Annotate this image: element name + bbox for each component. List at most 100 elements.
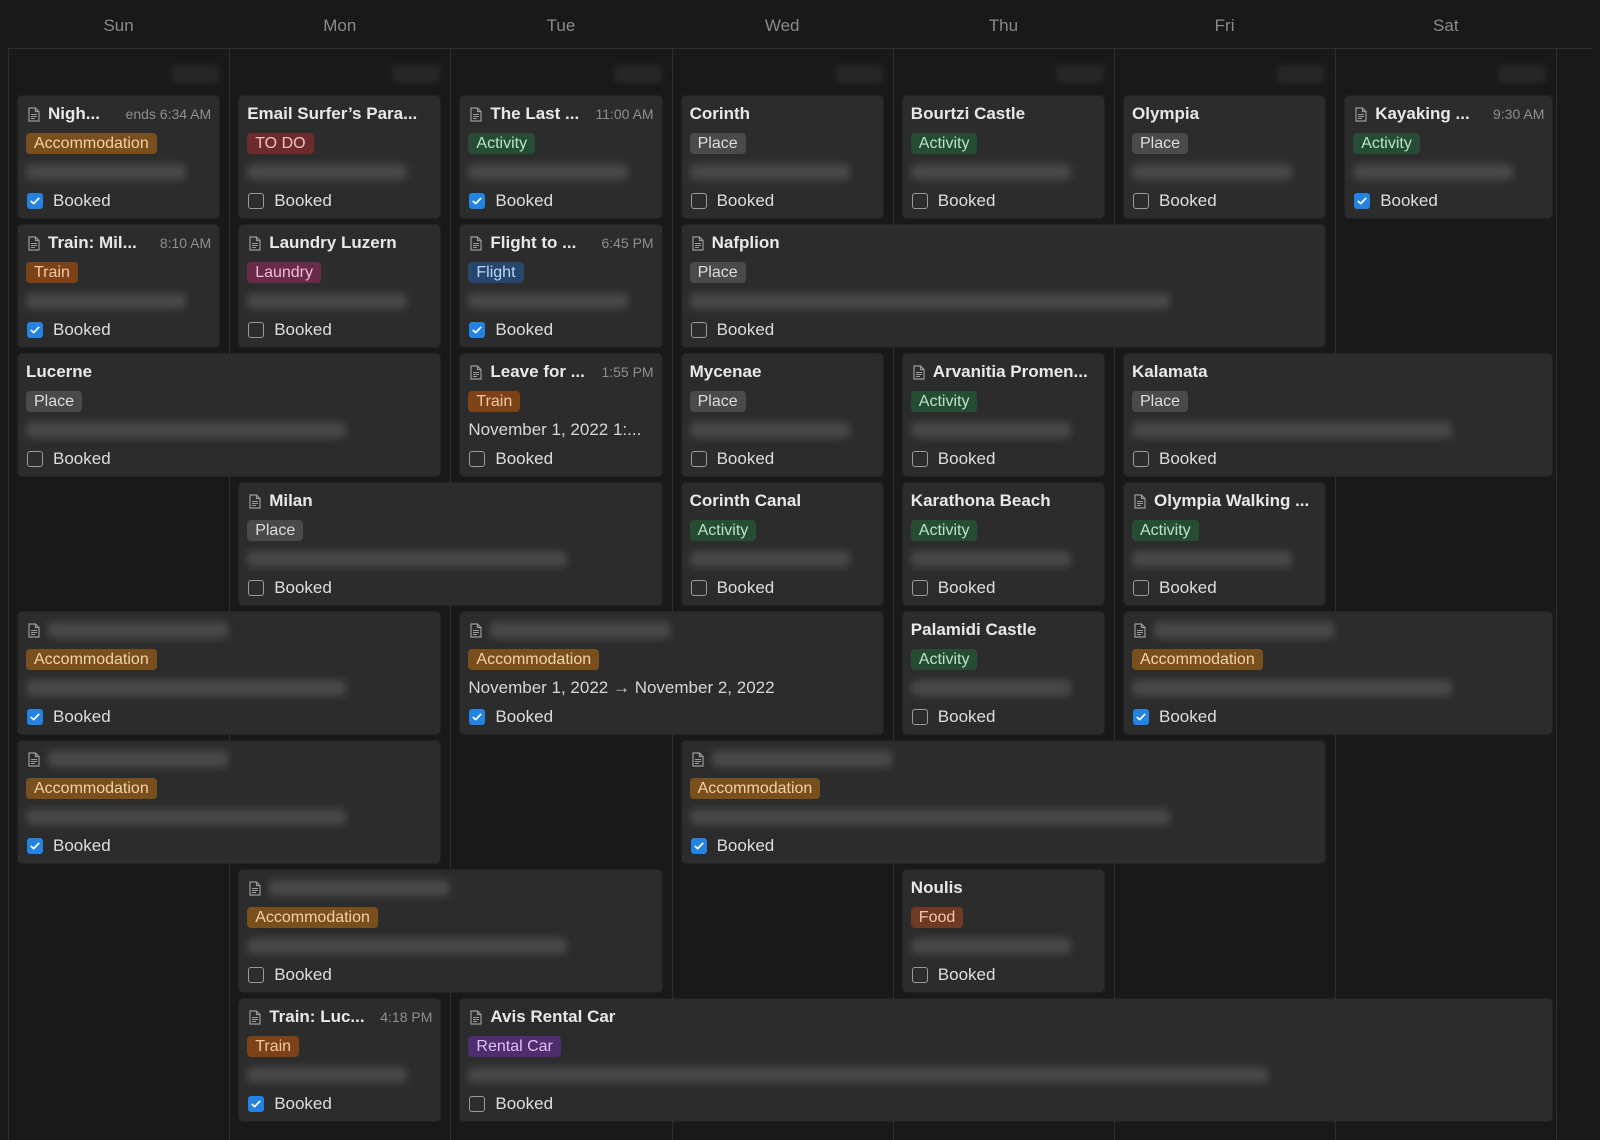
event-tag: Accommodation (468, 649, 600, 670)
event-card-arvanitia-promen[interactable]: Arvanitia Promen... Activity Booked (902, 354, 1104, 476)
booked-checkbox-checked[interactable] (469, 709, 486, 725)
booked-property: Booked (690, 836, 1318, 856)
booked-property: Booked (468, 320, 653, 340)
booked-property: Booked (1132, 449, 1544, 469)
booked-checkbox[interactable] (690, 451, 707, 467)
event-card-the-last[interactable]: The Last ... 11:00 AM Activity Booked (460, 96, 662, 218)
event-card-palamidi-castle[interactable]: Palamidi Castle Activity Booked (902, 612, 1104, 734)
event-card-accommodation[interactable]: Accommodation Booked (1124, 612, 1553, 734)
booked-label: Booked (495, 191, 554, 210)
booked-checkbox[interactable] (690, 193, 707, 209)
booked-property: Booked (911, 965, 1096, 985)
event-card-train-luc[interactable]: Train: Luc... 4:18 PM Train Booked (239, 999, 441, 1121)
booked-checkbox[interactable] (248, 580, 265, 596)
booked-label: Booked (495, 707, 554, 726)
booked-checkbox-checked[interactable] (27, 322, 43, 338)
booked-checkbox-checked[interactable] (27, 838, 43, 854)
event-card-kayaking[interactable]: Kayaking ... 9:30 AM Activity Booked (1345, 96, 1553, 218)
booked-checkbox[interactable] (911, 451, 928, 467)
event-title-row: Leave for ... 1:55 PM (468, 362, 654, 382)
event-title-redacted (711, 751, 892, 767)
event-card-train-mil[interactable]: Train: Mil... 8:10 AM Train Booked (18, 225, 220, 347)
event-title-row: Corinth Canal (690, 491, 875, 511)
event-card-olympia-walking[interactable]: Olympia Walking ... Activity Booked (1124, 483, 1326, 605)
booked-property: Booked (911, 707, 1096, 727)
event-card-leave-for[interactable]: Leave for ... 1:55 PM Train November 1, 202… (460, 354, 662, 476)
event-card-milan[interactable]: Milan Place Booked (239, 483, 662, 605)
booked-checkbox[interactable] (27, 451, 43, 467)
event-card-avis-rental-car[interactable]: Avis Rental Car Rental Car Booked (460, 999, 1553, 1121)
page-icon (28, 106, 40, 122)
day-column[interactable] (1115, 49, 1337, 1140)
booked-checkbox-checked[interactable] (690, 838, 707, 854)
event-card-bourtzi-castle[interactable]: Bourtzi Castle Activity Booked (902, 96, 1104, 218)
event-card-corinth[interactable]: Corinth Place Booked (681, 96, 883, 218)
booked-checkbox-checked[interactable] (469, 193, 486, 209)
day-column[interactable] (451, 49, 673, 1140)
event-card-kalamata[interactable]: Kalamata Place Booked (1124, 354, 1553, 476)
booked-checkbox-checked[interactable] (469, 322, 486, 338)
booked-label: Booked (1159, 191, 1217, 210)
event-card-accommodation[interactable]: Accommodation Booked (681, 741, 1326, 863)
booked-checkbox-checked[interactable] (248, 1096, 265, 1112)
booked-checkbox-checked[interactable] (27, 193, 43, 209)
event-title-row: Email Surfer’s Para... (247, 104, 432, 124)
event-title-row (26, 749, 432, 769)
booked-checkbox[interactable] (690, 322, 707, 338)
event-card-accommodation[interactable]: Accommodation Booked (18, 612, 441, 734)
booked-property: Booked (1132, 578, 1317, 598)
event-tag: Accommodation (26, 133, 157, 154)
booked-label: Booked (274, 1094, 332, 1113)
event-time: 9:30 AM (1493, 106, 1545, 122)
event-detail-redacted (910, 551, 1071, 567)
event-card-nafplion[interactable]: Nafplion Place Booked (681, 225, 1326, 347)
booked-property: Booked (247, 320, 432, 340)
event-card-karathona-beach[interactable]: Karathona Beach Activity Booked (902, 483, 1104, 605)
event-tag: Place (689, 391, 746, 412)
booked-checkbox[interactable] (248, 322, 265, 338)
event-detail-redacted (689, 293, 1170, 309)
page-icon (691, 235, 704, 251)
booked-checkbox[interactable] (469, 451, 486, 467)
booked-checkbox[interactable] (1133, 580, 1149, 596)
event-card-nigh[interactable]: Nigh... ends 6:34 AM Accommodation Booked (18, 96, 220, 218)
event-card-accommodation[interactable]: Accommodation Booked (239, 870, 662, 992)
booked-checkbox[interactable] (469, 1096, 486, 1112)
event-card-accommodation[interactable]: Accommodation November 1, 2022 → November… (460, 612, 883, 734)
event-card-lucerne[interactable]: Lucerne Place Booked (18, 354, 441, 476)
event-card-accommodation[interactable]: Accommodation Booked (18, 741, 441, 863)
event-title-row: Flight to ... 6:45 PM (468, 233, 654, 253)
booked-checkbox[interactable] (911, 193, 928, 209)
booked-checkbox[interactable] (911, 967, 928, 983)
booked-property: Booked (468, 707, 874, 727)
booked-checkbox[interactable] (1133, 451, 1149, 467)
day-column[interactable] (894, 49, 1115, 1140)
event-card-noulis[interactable]: Noulis Food Booked (902, 870, 1104, 992)
day-column[interactable] (673, 49, 894, 1140)
booked-label: Booked (53, 449, 111, 468)
event-tag: Activity (1353, 133, 1420, 154)
booked-checkbox[interactable] (1133, 193, 1149, 209)
booked-checkbox-checked[interactable] (1354, 193, 1371, 209)
event-card-mycenae[interactable]: Mycenae Place Booked (681, 354, 883, 476)
day-column[interactable] (9, 49, 231, 1140)
booked-checkbox[interactable] (248, 193, 265, 209)
event-card-olympia[interactable]: Olympia Place Booked (1124, 96, 1326, 218)
event-card-corinth-canal[interactable]: Corinth Canal Activity Booked (681, 483, 883, 605)
booked-label: Booked (53, 707, 111, 726)
page-icon (1355, 106, 1367, 122)
event-card-email-surfer-s-para[interactable]: Email Surfer’s Para... TO DO Booked (239, 96, 441, 218)
event-card-laundry-luzern[interactable]: Laundry Luzern Laundry Booked (239, 225, 441, 347)
event-card-flight-to[interactable]: Flight to ... 6:45 PM Flight Booked (460, 225, 662, 347)
event-tag: Activity (689, 520, 757, 541)
booked-checkbox[interactable] (248, 967, 265, 983)
booked-checkbox[interactable] (911, 709, 928, 725)
booked-checkbox-checked[interactable] (27, 709, 43, 725)
booked-checkbox[interactable] (690, 580, 707, 596)
day-column[interactable] (1336, 49, 1558, 1140)
booked-label: Booked (937, 191, 996, 210)
booked-checkbox[interactable] (911, 580, 928, 596)
booked-checkbox-checked[interactable] (1133, 709, 1149, 725)
event-time: 11:00 AM (595, 106, 654, 122)
booked-property: Booked (911, 578, 1096, 598)
